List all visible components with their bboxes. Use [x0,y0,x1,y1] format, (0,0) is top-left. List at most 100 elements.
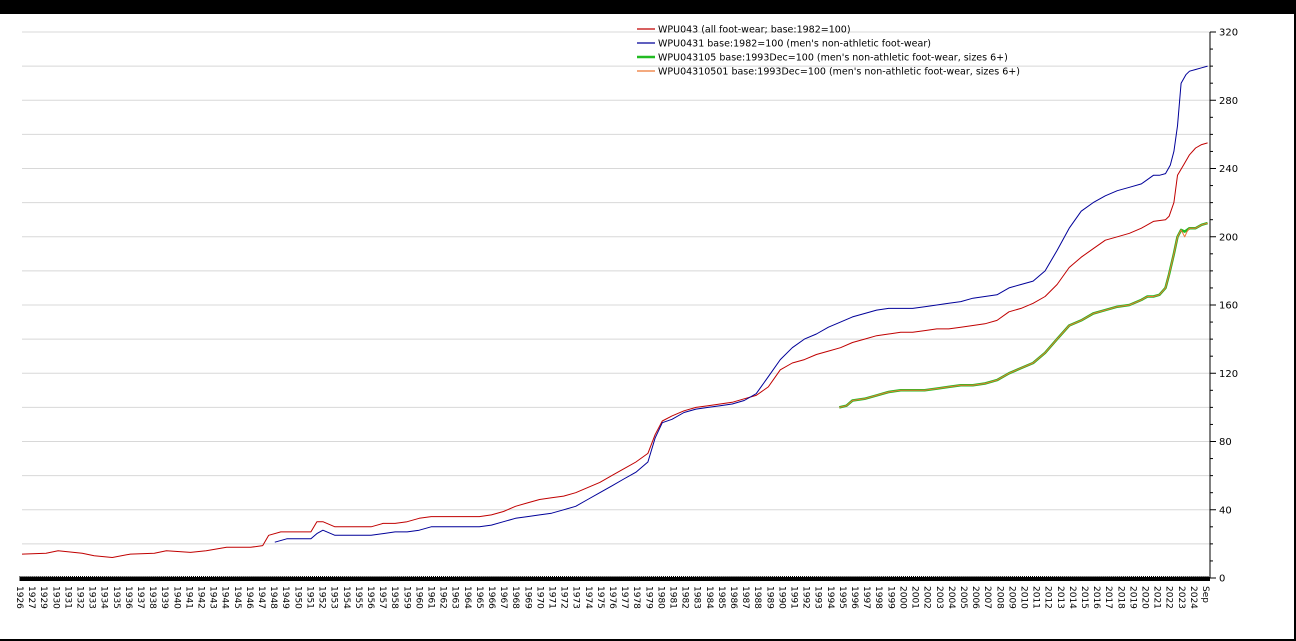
x-tick-label: 1953 [329,586,339,609]
x-tick-label: 1959 [401,586,411,609]
x-tick-label: 1939 [159,586,169,609]
x-tick-label: 1944 [220,586,230,609]
x-tick-label: 1977 [619,586,629,609]
x-tick-label: 2022 [1164,586,1174,609]
x-tick-label: 2005 [958,586,968,609]
x-tick-label: 1952 [317,586,327,609]
x-tick-label: 2011 [1031,586,1041,609]
chart-frame: 0 40 80 120 160 200 240 280 320 1926 1927 1929 1930… [0,14,1294,639]
x-tick-label: 2016 [1091,586,1101,609]
x-tick-label: 1980 [655,586,665,609]
x-tick-label: 1989 [764,586,774,609]
x-tick-label: 2003 [934,586,944,609]
y-tick-label: 40 [1219,505,1232,516]
x-tick-label: 1986 [728,586,738,609]
x-tick-label: 2002 [922,586,932,609]
x-tick-label: 2014 [1067,586,1077,609]
x-tick-label: 1927 [26,586,36,609]
x-tick-label: 1987 [740,586,750,609]
series-line-2 [274,65,1208,543]
x-tick-label: 1997 [861,586,871,609]
y-axis: 0 40 80 120 160 200 240 280 320 [1209,28,1238,585]
x-tick-label: 2007 [982,586,992,609]
x-tick-label: 1926 [14,586,24,609]
x-tick-label: 1948 [268,586,278,609]
y-tick-label: 120 [1219,369,1238,380]
x-tick-label: 1983 [692,586,702,609]
x-tick-label: 1979 [643,586,653,609]
x-tick-label: 1993 [813,586,823,609]
x-tick-label: 1942 [196,586,206,609]
x-tick-label: 1982 [680,586,690,609]
x-tick-label: 1940 [171,586,181,609]
x-tick-label: 1990 [776,586,786,609]
x-tick-label: 1933 [87,586,97,609]
grid-lines [22,31,1210,545]
x-tick-label: 1941 [183,586,193,609]
x-tick-label: 1981 [668,586,678,609]
x-tick-label: 2006 [970,586,980,609]
legend-label: WPU04310501 base:1993Dec=100 (men's non-… [658,67,1020,78]
x-tick-label: 1955 [353,586,363,609]
x-tick-label: 1951 [304,586,314,609]
x-tick-label: 1949 [280,586,290,609]
x-tick-label: 1937 [135,586,145,609]
y-tick-label: 200 [1219,232,1238,243]
x-tick-label: 1967 [498,586,508,609]
series-lines [21,65,1208,558]
x-tick-label: 1943 [208,586,218,609]
x-tick-label: 1976 [607,586,617,609]
x-tick-label: 1929 [38,586,48,609]
x-tick-label: 1973 [571,586,581,609]
legend: WPU043 (all foot-wear; base:1982=100) WPU… [637,25,1020,78]
x-tick-label: 1971 [546,586,556,609]
x-tick-label: 2008 [994,586,1004,609]
x-tick-label: 2020 [1139,586,1149,609]
x-tick-label: 2010 [1018,586,1028,609]
x-tick-label: 1966 [486,586,496,609]
x-tick-label: 2001 [910,586,920,609]
x-tick-label: 2013 [1055,586,1065,609]
x-tick-label: 1972 [559,586,569,609]
x-tick-label: 1974 [583,586,593,609]
y-tick-label: 280 [1219,96,1238,107]
x-tick-label: 1991 [789,586,799,609]
series-line-3 [839,221,1208,409]
x-tick-label: 2004 [946,586,956,609]
x-tick-label: 1975 [595,586,605,609]
x-axis: 1926 1927 1929 1930 1931 1932 1933 1934 1935 1936… [14,576,1210,609]
x-tick-label: 1931 [62,586,72,609]
x-tick-label: 1995 [837,586,847,609]
series-line-1 [21,142,1208,558]
x-tick-label: 1954 [341,586,351,609]
series-line-4 [839,222,1208,408]
y-tick-label: 0 [1219,574,1225,585]
x-tick-label: 1932 [75,586,85,609]
x-tick-label: 1985 [716,586,726,609]
x-tick-label: 1964 [462,586,472,609]
x-tick-label: 1999 [885,586,895,609]
x-tick-label: Sep [1200,586,1210,603]
y-tick-label: 80 [1219,437,1232,448]
x-tick-label: 1945 [232,586,242,609]
x-tick-label: 2024 [1188,586,1198,609]
legend-label: WPU043105 base:1993Dec=100 (men's non-at… [658,53,1008,64]
x-tick-label: 1994 [825,586,835,609]
legend-label: WPU0431 base:1982=100 (men's non-athleti… [658,39,931,50]
x-tick-label: 1961 [425,586,435,609]
x-tick-label: 1946 [244,586,254,609]
x-tick-label: 2017 [1103,586,1113,609]
x-tick-label: 1992 [801,586,811,609]
x-tick-label: 1936 [123,586,133,609]
x-tick-label: 1963 [450,586,460,609]
x-tick-label: 1988 [752,586,762,609]
x-tick-label: 2021 [1152,586,1162,609]
x-tick-label: 1969 [522,586,532,609]
x-tick-label: 2000 [897,586,907,609]
x-tick-label: 1996 [849,586,859,609]
x-tick-label: 2019 [1127,586,1137,609]
x-tick-label: 2012 [1043,586,1053,609]
x-tick-label: 1934 [99,586,109,609]
x-tick-label: 1956 [365,586,375,609]
x-tick-label: 2018 [1115,586,1125,609]
